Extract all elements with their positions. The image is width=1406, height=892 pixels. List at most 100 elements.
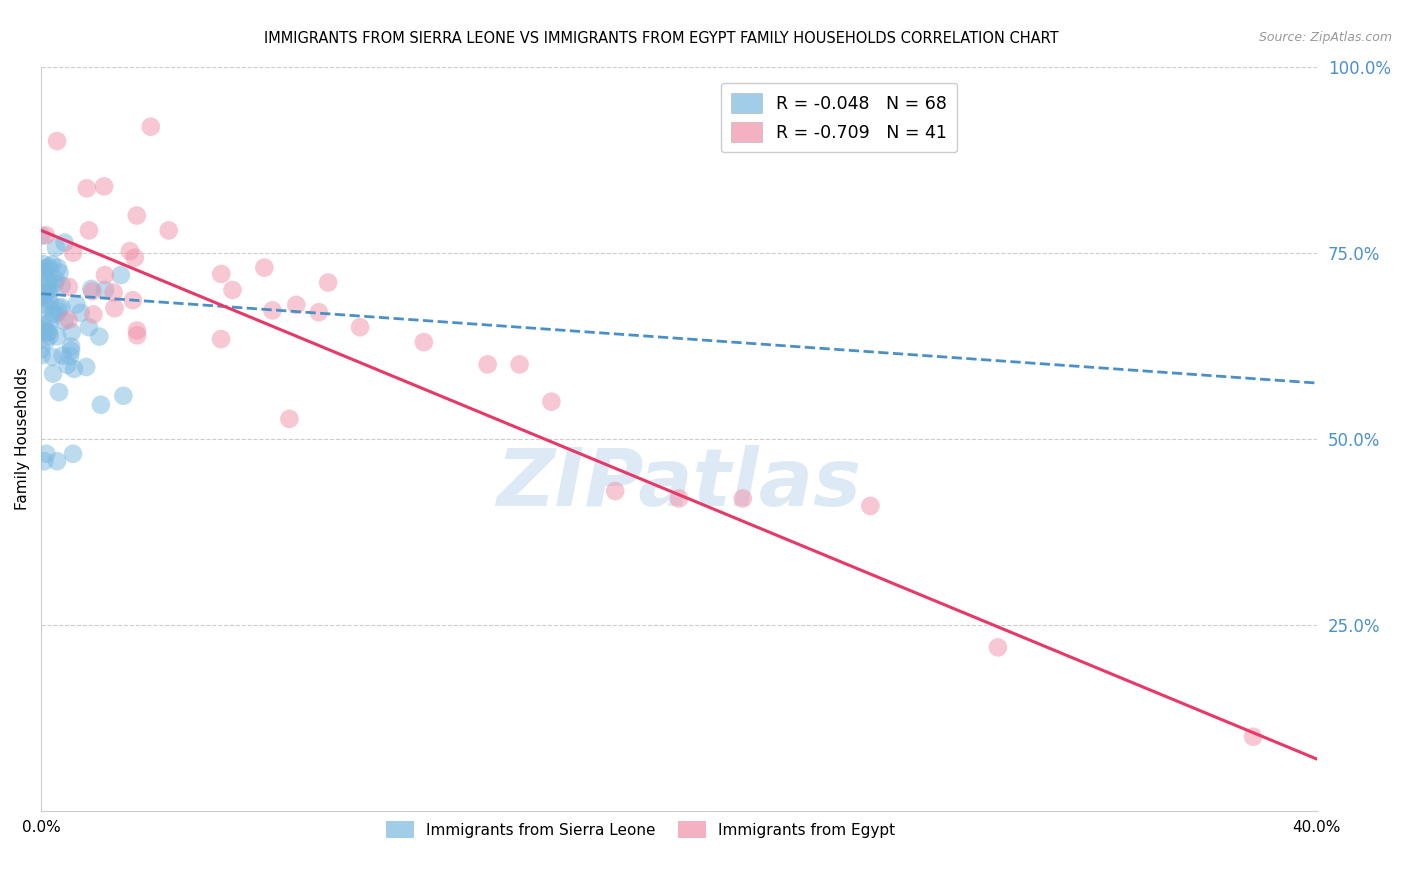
Point [540, 394, 562, 409]
Point [34, 287, 56, 301]
Point [82, 285, 104, 299]
Point [349, 320, 371, 334]
Point [37, 326, 59, 340]
Point [37, 292, 59, 306]
Point [31, 266, 53, 280]
Point [75, 359, 97, 374]
Point [41, 257, 63, 271]
Point [209, 332, 232, 346]
Point [51, 278, 73, 293]
Point [110, 268, 132, 282]
Point [60, 325, 83, 339]
Point [31, 348, 53, 362]
Point [62, 245, 84, 260]
Point [124, 251, 146, 265]
Point [63, 362, 86, 376]
Point [45, 272, 67, 286]
Legend: Immigrants from Sierra Leone, Immigrants from Egypt: Immigrants from Sierra Leone, Immigrants… [380, 814, 901, 845]
Point [731, 491, 754, 506]
Point [35, 321, 58, 335]
Point [65, 297, 87, 311]
Point [56, 358, 79, 372]
Point [668, 491, 690, 506]
Point [103, 285, 125, 300]
Point [31, 261, 53, 276]
Point [125, 324, 148, 338]
Point [477, 358, 499, 372]
Point [48, 301, 70, 315]
Point [34, 297, 56, 311]
Point [44, 307, 66, 321]
Point [38, 260, 60, 274]
Point [59, 349, 82, 363]
Point [48, 385, 70, 400]
Point [42, 367, 65, 381]
Point [53, 314, 76, 328]
Point [1241, 730, 1264, 744]
Point [76, 181, 98, 195]
Point [285, 298, 308, 312]
Point [262, 303, 284, 318]
Point [48, 266, 70, 280]
Point [35, 447, 58, 461]
Point [412, 335, 434, 350]
Point [94, 283, 117, 297]
Point [94, 268, 117, 282]
Point [59, 343, 82, 358]
Point [82, 307, 104, 321]
Point [58, 313, 80, 327]
Point [31, 318, 53, 333]
Point [52, 349, 75, 363]
Y-axis label: Family Households: Family Households [15, 368, 30, 510]
Point [221, 283, 243, 297]
Point [38, 293, 60, 308]
Point [30, 343, 52, 357]
Point [39, 279, 62, 293]
Point [103, 301, 125, 315]
Point [122, 293, 145, 308]
Point [58, 280, 80, 294]
Point [278, 412, 301, 426]
Point [859, 499, 882, 513]
Point [32, 257, 55, 271]
Point [37, 273, 59, 287]
Point [35, 228, 58, 243]
Point [80, 282, 103, 296]
Point [38, 325, 60, 339]
Point [35, 261, 58, 276]
Point [90, 398, 112, 412]
Point [45, 240, 67, 254]
Point [69, 306, 91, 320]
Text: Source: ZipAtlas.com: Source: ZipAtlas.com [1258, 31, 1392, 45]
Text: IMMIGRANTS FROM SIERRA LEONE VS IMMIGRANTS FROM EGYPT FAMILY HOUSEHOLDS CORRELAT: IMMIGRANTS FROM SIERRA LEONE VS IMMIGRAN… [263, 31, 1059, 46]
Point [46, 454, 69, 468]
Point [32, 265, 55, 279]
Point [41, 350, 63, 364]
Point [605, 483, 627, 498]
Point [316, 276, 339, 290]
Point [35, 334, 58, 348]
Point [118, 244, 141, 258]
Point [60, 339, 83, 353]
Point [46, 304, 69, 318]
Point [34, 454, 56, 468]
Text: ZIPatlas: ZIPatlas [496, 444, 862, 523]
Point [308, 305, 330, 319]
Point [77, 223, 100, 237]
Point [37, 284, 59, 298]
Point [93, 179, 115, 194]
Point [77, 320, 100, 334]
Point [51, 300, 73, 314]
Point [32, 302, 55, 317]
Point [209, 267, 232, 281]
Point [509, 358, 531, 372]
Point [157, 223, 180, 237]
Point [62, 447, 84, 461]
Point [31, 228, 53, 243]
Point [31, 285, 53, 299]
Point [32, 325, 55, 339]
Point [253, 260, 276, 275]
Point [46, 329, 69, 343]
Point [38, 315, 60, 329]
Point [89, 329, 111, 343]
